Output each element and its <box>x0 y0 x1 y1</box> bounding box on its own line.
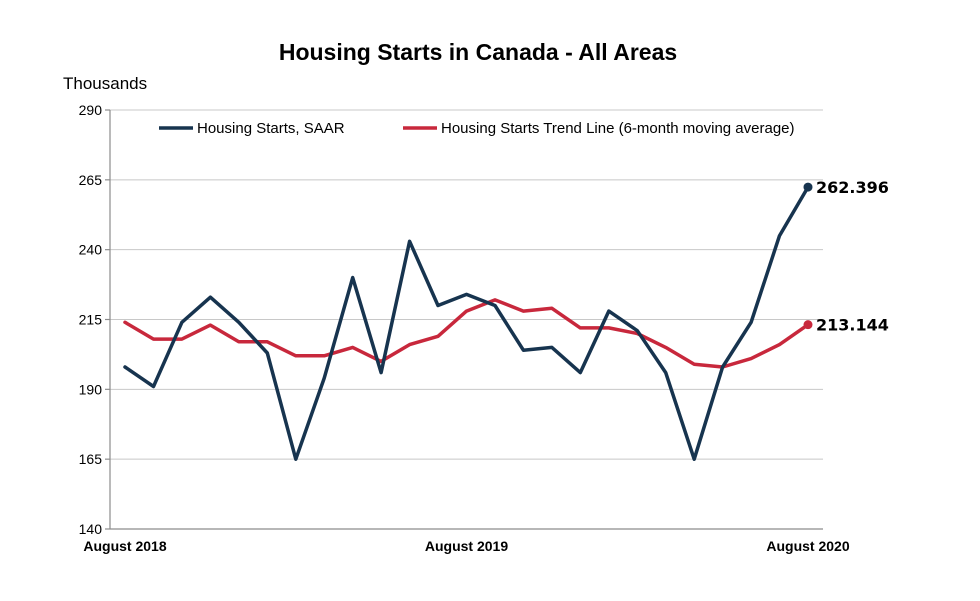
legend: Housing Starts, SAAR Housing Starts Trend… <box>159 120 795 137</box>
y-axis-unit-label: Thousands <box>63 74 147 93</box>
y-tick-label: 190 <box>79 381 103 397</box>
y-tick-label: 265 <box>79 172 103 188</box>
chart-title: Housing Starts in Canada - All Areas <box>279 39 677 65</box>
series-1: 213.144 <box>123 298 889 369</box>
y-tick-label: 165 <box>79 451 103 467</box>
y-tick-label: 140 <box>79 521 103 537</box>
legend-label: Housing Starts, SAAR <box>197 120 345 137</box>
legend-entry: Housing Starts, SAAR <box>159 120 345 137</box>
series-line <box>123 298 810 369</box>
x-tick-label: August 2018 <box>83 538 166 554</box>
series-lines: 213.144 262.396 <box>123 178 889 461</box>
y-tick-label: 215 <box>79 312 103 328</box>
series-end-point <box>803 182 813 192</box>
x-axis-tick-labels: August 2018 August 2019 August 2020 <box>83 538 849 554</box>
legend-entry: Housing Starts Trend Line (6-month movin… <box>403 120 795 137</box>
series-end-value-label: 213.144 <box>816 316 889 335</box>
gridlines <box>105 109 823 530</box>
series-end-value-label: 262.396 <box>816 178 889 197</box>
y-tick-label: 290 <box>79 102 103 118</box>
y-tick-label: 240 <box>79 242 103 258</box>
y-axis-tick-labels: 140 165 190 215 240 265 290 <box>79 102 103 537</box>
series-0: 262.396 <box>123 178 889 461</box>
series-end-point <box>803 320 813 330</box>
series-line <box>123 185 810 461</box>
x-tick-label: August 2019 <box>425 538 508 554</box>
legend-label: Housing Starts Trend Line (6-month movin… <box>441 120 795 137</box>
x-tick-label: August 2020 <box>766 538 849 554</box>
